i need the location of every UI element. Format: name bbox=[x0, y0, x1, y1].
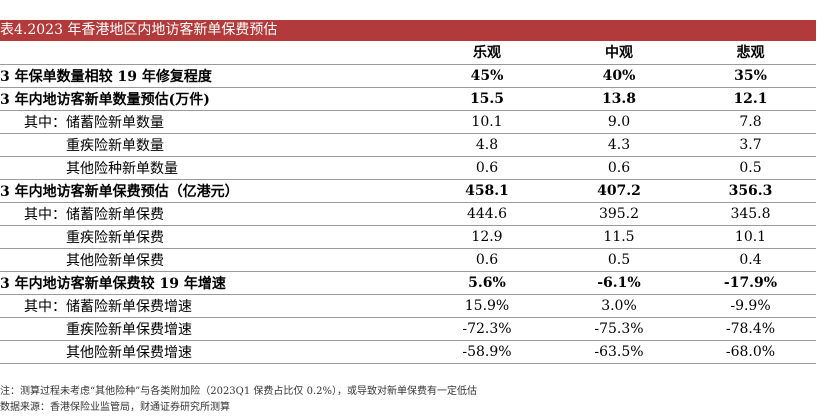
cell-neutral: 3.0% bbox=[553, 293, 685, 317]
cell-optimistic: 458.1 bbox=[421, 178, 553, 202]
cell-neutral: 9.0 bbox=[553, 109, 685, 133]
cell-optimistic: 10.1 bbox=[421, 109, 553, 133]
cell-optimistic: 0.6 bbox=[421, 155, 553, 179]
cell-optimistic: 444.6 bbox=[421, 201, 553, 225]
cell-neutral: 0.5 bbox=[553, 247, 685, 271]
cell-neutral: -75.3% bbox=[553, 316, 685, 340]
table-row: 3 年保单数量相较 19 年修复程度 45% 40% 35% bbox=[0, 63, 816, 87]
table-row: 重疾险新单保费增速 -72.3% -75.3% -78.4% bbox=[0, 316, 816, 340]
cell-neutral: 40% bbox=[553, 63, 685, 87]
cell-neutral: 4.3 bbox=[553, 132, 685, 156]
table-row: 重疾险新单数量 4.8 4.3 3.7 bbox=[0, 132, 816, 156]
cell-neutral: -63.5% bbox=[553, 339, 685, 364]
table-row: 其他险新单保费 0.6 0.5 0.4 bbox=[0, 247, 816, 271]
table-row: 3 年内地访客新单保费较 19 年增速 5.6% -6.1% -17.9% bbox=[0, 270, 816, 294]
table-row: 其中：储蓄险新单数量 10.1 9.0 7.8 bbox=[0, 109, 816, 133]
table-row: 其他险新单保费增速 -58.9% -63.5% -68.0% bbox=[0, 339, 816, 364]
row-label: 重疾险新单保费增速 bbox=[0, 316, 421, 340]
cell-optimistic: 5.6% bbox=[421, 270, 553, 294]
cell-optimistic: -72.3% bbox=[421, 316, 553, 340]
cell-optimistic: 45% bbox=[421, 63, 553, 87]
row-label: 其他险种新单数量 bbox=[0, 155, 421, 179]
header-optimistic: 乐观 bbox=[473, 45, 501, 62]
row-label: 重疾险新单数量 bbox=[0, 132, 421, 156]
cell-optimistic: 12.9 bbox=[421, 224, 553, 248]
table-title: 表4.2023 年香港地区内地访客新单保费预估 bbox=[0, 20, 816, 41]
table-row: 其中：储蓄险新单保费 444.6 395.2 345.8 bbox=[0, 201, 816, 225]
cell-optimistic: 4.8 bbox=[421, 132, 553, 156]
cell-pessimistic: 0.4 bbox=[685, 247, 816, 271]
row-label: 3 年内地访客新单保费预估（亿港元） bbox=[0, 178, 421, 202]
table-row: 3 年内地访客新单保费预估（亿港元） 458.1 407.2 356.3 bbox=[0, 178, 816, 202]
row-label: 重疾险新单保费 bbox=[0, 224, 421, 248]
row-label: 其中：储蓄险新单保费 bbox=[0, 201, 421, 225]
cell-pessimistic: -78.4% bbox=[685, 316, 816, 340]
cell-pessimistic: 12.1 bbox=[685, 86, 816, 110]
cell-pessimistic: 345.8 bbox=[685, 201, 816, 225]
cell-optimistic: 15.5 bbox=[421, 86, 553, 110]
cell-pessimistic: 35% bbox=[685, 63, 816, 87]
table-row: 其中：储蓄险新单保费增速 15.9% 3.0% -9.9% bbox=[0, 293, 816, 317]
row-label: 其中：储蓄险新单保费增速 bbox=[0, 293, 421, 317]
row-label: 3 年内地访客新单保费较 19 年增速 bbox=[0, 270, 421, 294]
table-row: 重疾险新单保费 12.9 11.5 10.1 bbox=[0, 224, 816, 248]
table-row: 其他险种新单数量 0.6 0.6 0.5 bbox=[0, 155, 816, 179]
row-label: 其他险新单保费增速 bbox=[0, 339, 421, 364]
cell-pessimistic: 356.3 bbox=[685, 178, 816, 202]
cell-optimistic: 15.9% bbox=[421, 293, 553, 317]
cell-neutral: 0.6 bbox=[553, 155, 685, 179]
row-label: 3 年内地访客新单数量预估(万件) bbox=[0, 86, 421, 110]
source-note: 数据来源：香港保险业监管局，财通证券研究所测算 bbox=[0, 402, 230, 413]
header-pessimistic: 悲观 bbox=[736, 45, 765, 62]
cell-neutral: -6.1% bbox=[553, 270, 685, 294]
header-neutral: 中观 bbox=[605, 45, 633, 62]
cell-pessimistic: -68.0% bbox=[685, 339, 816, 364]
cell-neutral: 395.2 bbox=[553, 201, 685, 225]
premium-estimate-table: 乐观 中观 悲观 3 年保单数量相较 19 年修复程度 45% 40% 35% … bbox=[0, 41, 816, 364]
cell-pessimistic: 7.8 bbox=[685, 109, 816, 133]
cell-neutral: 13.8 bbox=[553, 86, 685, 110]
row-label: 其中：储蓄险新单数量 bbox=[0, 109, 421, 133]
table-row: 3 年内地访客新单数量预估(万件) 15.5 13.8 12.1 bbox=[0, 86, 816, 110]
cell-optimistic: -58.9% bbox=[421, 339, 553, 364]
cell-neutral: 11.5 bbox=[553, 224, 685, 248]
row-label: 3 年保单数量相较 19 年修复程度 bbox=[0, 63, 421, 87]
header-blank bbox=[0, 41, 421, 64]
cell-pessimistic: 10.1 bbox=[685, 224, 816, 248]
cell-optimistic: 0.6 bbox=[421, 247, 553, 271]
cell-neutral: 407.2 bbox=[553, 178, 685, 202]
row-label: 其他险新单保费 bbox=[0, 247, 421, 271]
footnote: 注：测算过程未考虑“其他险种”与各类附加险（2023Q1 保费占比仅 0.2%）… bbox=[0, 386, 477, 397]
cell-pessimistic: -9.9% bbox=[685, 293, 816, 317]
cell-pessimistic: 3.7 bbox=[685, 132, 816, 156]
cell-pessimistic: 0.5 bbox=[685, 155, 816, 179]
cell-pessimistic: -17.9% bbox=[685, 270, 816, 294]
table-header-row: 乐观 中观 悲观 bbox=[0, 41, 816, 64]
